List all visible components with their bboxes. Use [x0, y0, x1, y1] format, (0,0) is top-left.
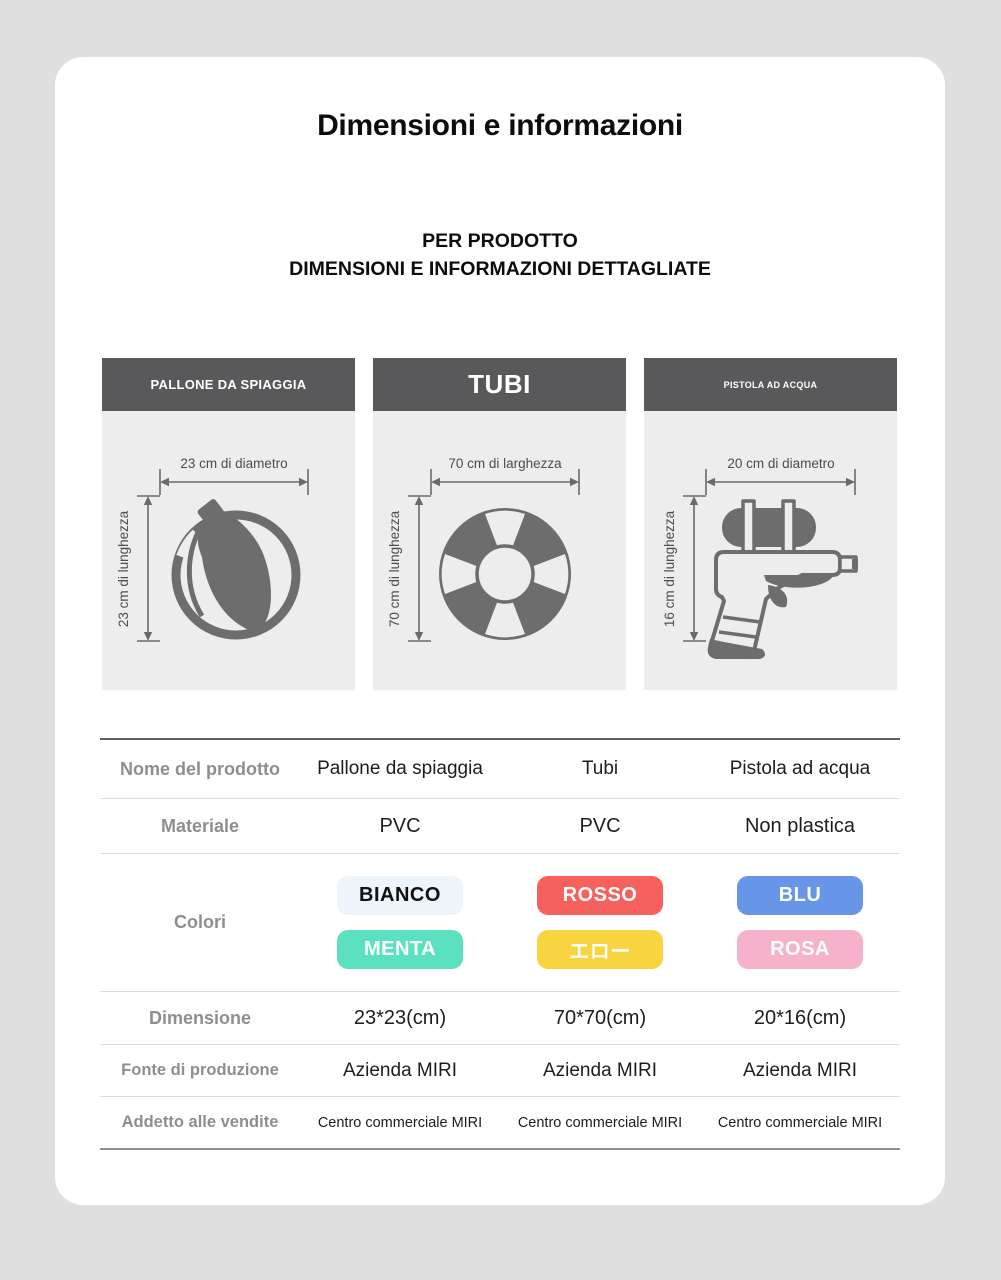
product-diagrams: PALLONE DA SPIAGGIA 23 cm di diametro 23…	[55, 358, 945, 690]
content-card: Dimensioni e informazioni PER PRODOTTO D…	[55, 57, 945, 1205]
swim-ring-diagram: 70 cm di larghezza 70 cm di lunghezza	[387, 456, 580, 642]
cell-value: Pallone da spiaggia	[317, 758, 483, 779]
subtitle-line-2: DIMENSIONI E INFORMAZIONI DETTAGLIATE	[289, 258, 711, 280]
cell-value: Non plastica	[744, 814, 856, 837]
product-header: TUBI	[373, 358, 626, 411]
color-badge: ROSA	[737, 930, 863, 969]
beach-ball-icon	[171, 499, 301, 640]
water-gun-diagram: 20 cm di diametro 16 cm di lunghezza	[662, 456, 858, 660]
table-row-materiale: Materiale PVC PVC Non plastica	[100, 798, 900, 853]
color-badge: ROSSO	[537, 876, 663, 915]
page-subtitle: PER PRODOTTO DIMENSIONI E INFORMAZIONI D…	[55, 227, 945, 283]
product-header: PALLONE DA SPIAGGIA	[102, 358, 355, 411]
color-badge: BLU	[737, 876, 863, 915]
cell-value: 23*23(cm)	[353, 1006, 447, 1029]
product-card-swim-ring: TUBI 70 cm di larghezza 70 cm di lunghez…	[373, 358, 626, 690]
row-label: Fonte di produzione	[121, 1061, 279, 1079]
table-row-nome-del-prodotto: Nome del prodotto Pallone da spiaggia Tu…	[100, 740, 900, 798]
row-label: Colori	[174, 912, 226, 932]
water-gun-icon	[707, 499, 858, 660]
row-label: Dimensione	[148, 1007, 252, 1028]
page-title: Dimensioni e informazioni	[317, 109, 683, 142]
product-header: PISTOLA AD ACQUA	[644, 358, 897, 411]
color-badge: BIANCO	[337, 876, 463, 915]
width-dimension-label: 20 cm di diametro	[727, 456, 834, 471]
table-row-fonte-di-produzione: Fonte di produzione Azienda MIRI Azienda…	[100, 1044, 900, 1096]
cell-value: 70*70(cm)	[553, 1006, 647, 1029]
table-row-addetto-alle-vendite: Addetto alle vendite Centro commerciale …	[100, 1096, 900, 1148]
cell-value: 20*16(cm)	[753, 1006, 847, 1029]
product-card-beach-ball: PALLONE DA SPIAGGIA 23 cm di diametro 23…	[102, 358, 355, 690]
cell-value: Azienda MIRI	[742, 1059, 858, 1081]
color-badge: エロー	[537, 930, 663, 969]
row-label: Materiale	[160, 815, 240, 836]
cell-value: Centro commerciale MIRI	[317, 1114, 483, 1131]
row-label: Addetto alle vendite	[121, 1113, 279, 1131]
row-label: Nome del prodotto	[120, 758, 280, 779]
cell-value: PVC	[379, 814, 421, 837]
height-dimension-label: 23 cm di lunghezza	[116, 510, 131, 627]
height-dimension-label: 70 cm di lunghezza	[387, 510, 402, 627]
height-dimension-label: 16 cm di lunghezza	[662, 510, 677, 627]
cell-value: PVC	[579, 814, 621, 837]
beach-ball-diagram: 23 cm di diametro 23 cm di lunghezza	[116, 456, 309, 642]
color-badge: MENTA	[337, 930, 463, 969]
cell-value: Centro commerciale MIRI	[517, 1114, 683, 1131]
product-card-water-gun: PISTOLA AD ACQUA 20 cm di diametro 16 cm…	[644, 358, 897, 690]
table-row-colori: Colori BIANCO MENTA ROSSO エロー BLU ROSA	[100, 853, 900, 991]
cell-value: Azienda MIRI	[542, 1059, 658, 1081]
table-row-dimensione: Dimensione 23*23(cm) 70*70(cm) 20*16(cm)	[100, 991, 900, 1044]
width-dimension-label: 70 cm di larghezza	[448, 456, 562, 471]
width-dimension-label: 23 cm di diametro	[180, 456, 287, 471]
spec-table: Nome del prodotto Pallone da spiaggia Tu…	[100, 738, 900, 1150]
swim-ring-icon	[439, 508, 571, 640]
cell-value: Pistola ad acqua	[729, 758, 871, 779]
cell-value: Tubi	[581, 758, 619, 779]
subtitle-line-1: PER PRODOTTO	[422, 230, 578, 252]
cell-value: Azienda MIRI	[342, 1059, 458, 1081]
cell-value: Centro commerciale MIRI	[717, 1114, 883, 1131]
